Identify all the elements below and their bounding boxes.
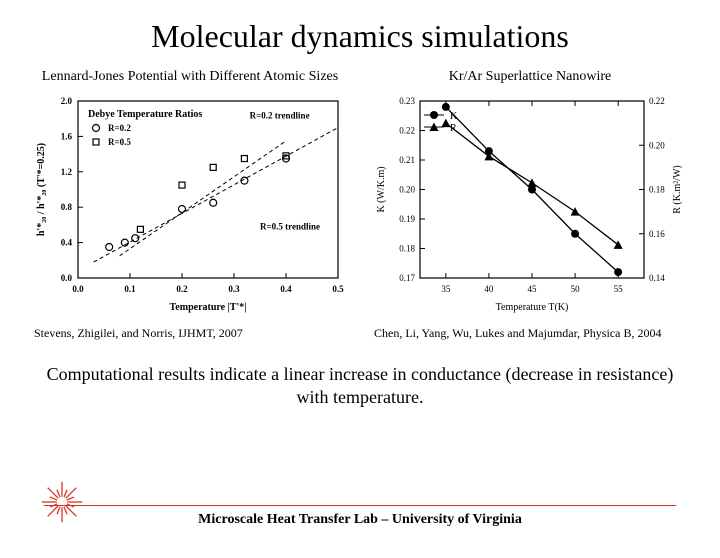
svg-text:1.2: 1.2: [61, 167, 73, 177]
right-chart-column: Kr/Ar Superlattice Nanowire 35 40 45 50 55 0.…: [365, 69, 695, 341]
svg-text:0.0: 0.0: [72, 284, 84, 294]
svg-text:0.8: 0.8: [61, 202, 73, 212]
svg-text:0.20: 0.20: [649, 140, 665, 150]
svg-text:0.0: 0.0: [61, 273, 73, 283]
svg-text:50: 50: [571, 284, 581, 294]
footer-text: Microscale Heat Transfer Lab – Universit…: [0, 512, 720, 528]
svg-text:h'*₂₀ / h'*₂₀ (T'*=0.25): h'*₂₀ / h'*₂₀ (T'*=0.25): [36, 143, 47, 236]
left-citation: Stevens, Zhigilei, and Norris, IJHMT, 20…: [16, 326, 364, 341]
svg-text:0.2: 0.2: [176, 284, 188, 294]
svg-text:2.0: 2.0: [61, 96, 73, 106]
svg-text:R: R: [450, 123, 457, 134]
spark-icon: [40, 480, 84, 524]
svg-text:R=0.5 trendline: R=0.5 trendline: [260, 221, 320, 231]
svg-text:R=0.2 trendline: R=0.2 trendline: [250, 111, 310, 121]
svg-text:R=0.2: R=0.2: [108, 123, 131, 133]
charts-row: Lennard-Jones Potential with Different A…: [0, 69, 720, 341]
svg-text:0.23: 0.23: [399, 96, 415, 106]
left-chart-subtitle: Lennard-Jones Potential with Different A…: [42, 69, 338, 85]
footer-divider: [44, 505, 676, 506]
svg-text:1.6: 1.6: [61, 131, 73, 141]
svg-text:0.5: 0.5: [332, 284, 344, 294]
footer: Microscale Heat Transfer Lab – Universit…: [0, 505, 720, 528]
svg-text:K: K: [450, 111, 458, 122]
svg-text:K (W/K.m): K (W/K.m): [376, 166, 387, 212]
svg-text:0.16: 0.16: [649, 229, 665, 239]
svg-text:0.4: 0.4: [61, 238, 73, 248]
svg-text:0.18: 0.18: [399, 244, 415, 254]
svg-text:0.22: 0.22: [399, 126, 415, 136]
svg-text:Temperature T(K): Temperature T(K): [496, 302, 569, 313]
svg-text:R (K.m²/W): R (K.m²/W): [672, 165, 683, 214]
slide-title: Molecular dynamics simulations: [0, 18, 720, 55]
svg-text:55: 55: [614, 284, 624, 294]
svg-text:R=0.5: R=0.5: [108, 137, 131, 147]
svg-text:0.18: 0.18: [649, 185, 665, 195]
svg-text:35: 35: [441, 284, 451, 294]
svg-text:0.3: 0.3: [228, 284, 240, 294]
svg-text:0.1: 0.1: [124, 284, 136, 294]
conclusion-text: Computational results indicate a linear …: [44, 363, 676, 410]
svg-text:0.14: 0.14: [649, 273, 665, 283]
svg-text:40: 40: [484, 284, 494, 294]
left-chart: 0.0 0.1 0.2 0.3 0.4 0.5 0.0 0.4 0.8 1.2 1.6 2.0 Temp…: [30, 91, 350, 316]
svg-text:45: 45: [528, 284, 538, 294]
right-chart: 35 40 45 50 55 0.17 0.18 0.19 0.20 0.21 0.22 0.23 0.…: [370, 91, 690, 316]
svg-text:0.22: 0.22: [649, 96, 665, 106]
svg-text:Temperature |T'*|: Temperature |T'*|: [170, 302, 247, 313]
right-chart-subtitle: Kr/Ar Superlattice Nanowire: [449, 69, 612, 85]
svg-text:0.19: 0.19: [399, 214, 415, 224]
svg-text:0.17: 0.17: [399, 273, 415, 283]
right-citation: Chen, Li, Yang, Wu, Lukes and Majumdar, …: [356, 326, 704, 341]
svg-text:0.20: 0.20: [399, 185, 415, 195]
svg-text:Debye Temperature Ratios: Debye Temperature Ratios: [88, 109, 202, 120]
left-chart-column: Lennard-Jones Potential with Different A…: [25, 69, 355, 341]
svg-text:0.4: 0.4: [280, 284, 292, 294]
svg-text:0.21: 0.21: [399, 155, 415, 165]
